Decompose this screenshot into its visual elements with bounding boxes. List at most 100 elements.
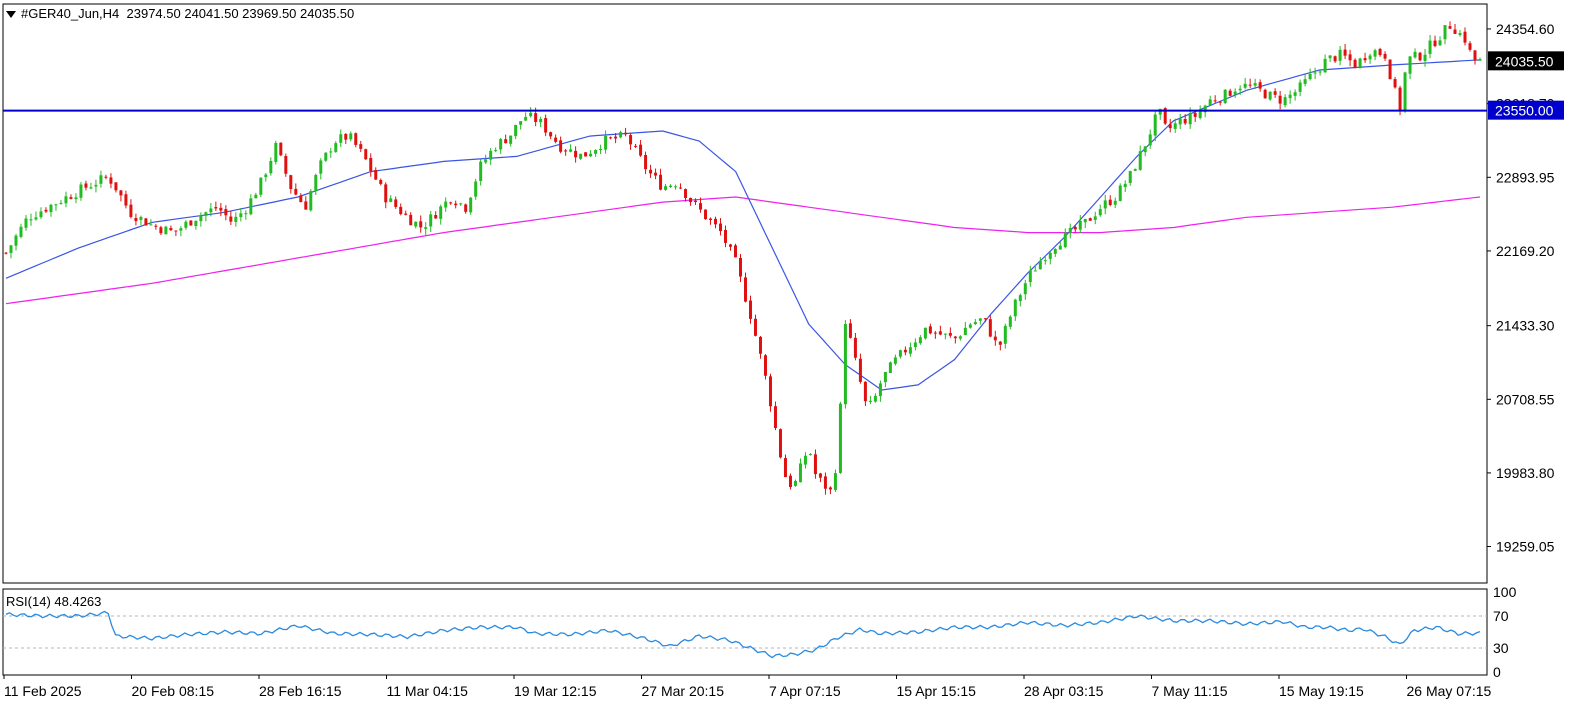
candle-body bbox=[1413, 51, 1417, 58]
candle-body bbox=[139, 216, 143, 220]
candle bbox=[84, 180, 88, 191]
candle bbox=[454, 200, 458, 209]
rsi-panel-frame bbox=[2, 588, 1488, 676]
candle bbox=[644, 151, 648, 175]
candle bbox=[559, 136, 563, 154]
candle-body bbox=[883, 371, 887, 383]
candle bbox=[169, 225, 173, 231]
candle-body bbox=[649, 169, 653, 174]
candle bbox=[913, 338, 917, 351]
y-tick-label: 21433.30 bbox=[1496, 318, 1555, 334]
candle bbox=[599, 144, 603, 155]
candle-body bbox=[79, 184, 83, 198]
candle bbox=[594, 149, 598, 157]
candle-body bbox=[1283, 97, 1287, 106]
candle bbox=[479, 159, 483, 186]
candle-body bbox=[119, 190, 123, 196]
candle bbox=[828, 486, 832, 495]
candle-body bbox=[1073, 226, 1077, 230]
candle-body bbox=[624, 132, 628, 135]
candle-body bbox=[1103, 200, 1107, 209]
candle bbox=[699, 197, 703, 213]
candle-body bbox=[1078, 220, 1082, 230]
candle-body bbox=[164, 226, 168, 235]
rsi-y-tick-label: 70 bbox=[1493, 608, 1509, 624]
candle-body bbox=[254, 194, 258, 199]
candle-body bbox=[434, 214, 438, 219]
candle bbox=[39, 207, 43, 219]
candle bbox=[778, 428, 782, 459]
candle-body bbox=[1403, 72, 1407, 111]
candle-body bbox=[1128, 171, 1132, 183]
candle bbox=[743, 272, 747, 303]
candle bbox=[1318, 69, 1322, 76]
candle-body bbox=[1463, 31, 1467, 43]
candle bbox=[574, 146, 578, 163]
candle bbox=[948, 327, 952, 338]
collapse-triangle-icon[interactable] bbox=[6, 11, 16, 19]
candle-body bbox=[1468, 43, 1472, 50]
candle bbox=[1303, 74, 1307, 87]
candle-body bbox=[793, 480, 797, 486]
rsi-y-tick-label: 0 bbox=[1493, 664, 1501, 680]
candle-body bbox=[684, 189, 688, 198]
candle bbox=[184, 220, 188, 230]
candle bbox=[853, 332, 857, 361]
candle-body bbox=[1343, 49, 1347, 56]
candle bbox=[908, 342, 912, 357]
candle bbox=[679, 183, 683, 190]
candle-body bbox=[464, 204, 468, 212]
candle bbox=[983, 318, 987, 323]
candle-body bbox=[169, 227, 173, 231]
candle-body bbox=[863, 381, 867, 402]
candle bbox=[494, 147, 498, 153]
candle bbox=[314, 173, 318, 195]
candle bbox=[104, 174, 108, 180]
candle bbox=[1358, 57, 1362, 69]
candle-body bbox=[1293, 92, 1297, 96]
rsi-label: RSI(14) 48.4263 bbox=[6, 594, 102, 609]
candle-body bbox=[1353, 59, 1357, 68]
candle-body bbox=[1168, 124, 1172, 129]
candle-body bbox=[1433, 40, 1437, 47]
candle-body bbox=[714, 218, 718, 225]
candle-body bbox=[394, 199, 398, 207]
candle bbox=[1293, 89, 1297, 101]
candle bbox=[499, 137, 503, 154]
candle bbox=[1253, 78, 1257, 90]
candle bbox=[319, 158, 323, 180]
candle bbox=[189, 220, 193, 226]
candle bbox=[64, 191, 68, 208]
candle bbox=[1313, 67, 1317, 80]
price-panel-frame bbox=[2, 3, 1488, 584]
candle bbox=[524, 112, 528, 122]
candle-body bbox=[1088, 218, 1092, 221]
candle-body bbox=[674, 186, 678, 188]
candle-body bbox=[1138, 151, 1142, 170]
candle bbox=[1443, 25, 1447, 45]
candle-body bbox=[329, 151, 333, 153]
candle bbox=[1243, 77, 1247, 90]
candle-body bbox=[734, 245, 738, 258]
candle-body bbox=[549, 132, 553, 137]
candle bbox=[963, 321, 967, 336]
candle bbox=[1058, 241, 1062, 250]
candle bbox=[1003, 323, 1007, 349]
candle-body bbox=[1198, 110, 1202, 119]
candle-body bbox=[244, 213, 248, 215]
candle bbox=[803, 452, 807, 469]
candle bbox=[669, 184, 673, 188]
candle bbox=[978, 317, 982, 325]
candle bbox=[953, 335, 957, 344]
candle-body bbox=[1148, 134, 1152, 146]
candle-body bbox=[269, 160, 273, 174]
candle-body bbox=[374, 169, 378, 180]
candle bbox=[1413, 48, 1417, 59]
candle bbox=[239, 207, 243, 222]
candle-body bbox=[1378, 48, 1382, 56]
candle bbox=[1308, 68, 1312, 81]
candle-body bbox=[199, 215, 203, 222]
candle bbox=[604, 130, 608, 154]
candle bbox=[79, 181, 83, 201]
candle-body bbox=[1143, 146, 1147, 153]
